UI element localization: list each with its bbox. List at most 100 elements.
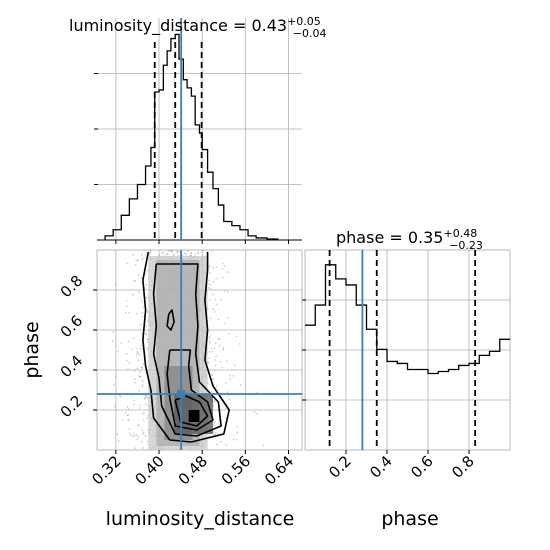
sample-point	[210, 391, 212, 393]
sample-point	[218, 338, 221, 340]
sample-point	[214, 432, 217, 435]
joint-truth-marker	[177, 390, 186, 398]
sample-point	[127, 419, 130, 422]
sample-point	[142, 363, 145, 366]
sample-point	[126, 262, 129, 265]
sample-point	[212, 266, 215, 269]
sample-point	[158, 254, 160, 256]
sample-point	[255, 412, 258, 415]
sample-point	[149, 250, 151, 252]
sample-point	[143, 256, 145, 259]
sample-point	[133, 399, 135, 402]
sample-point	[215, 385, 218, 387]
sample-point	[142, 431, 145, 434]
sample-point	[138, 354, 141, 356]
sample-point	[170, 250, 173, 253]
sample-point	[133, 280, 136, 282]
sample-point	[132, 403, 135, 406]
phase-marginal-panel: 0.2 0.4 0.6 0.8 phase = 0.35+0.48 −0.23 phas…	[302, 227, 511, 530]
sample-point	[136, 367, 139, 370]
sample-point	[120, 395, 122, 398]
ld-xtick-label: 0.48	[175, 452, 211, 488]
phase-xtick-label: 0.8	[448, 452, 478, 482]
sample-point	[221, 366, 223, 369]
sample-point	[232, 374, 235, 377]
sample-point	[210, 374, 213, 376]
contour-line-2	[166, 349, 214, 431]
sample-point	[137, 359, 140, 362]
sample-point	[209, 283, 212, 286]
luminosity-distance-title-prefix: luminosity_distance =	[69, 16, 251, 36]
sample-point	[140, 323, 143, 326]
sample-point	[223, 290, 226, 293]
sample-point	[226, 271, 229, 274]
sample-point	[128, 432, 131, 434]
sample-point	[144, 397, 147, 400]
sample-point	[145, 325, 147, 327]
sample-point	[211, 293, 214, 296]
sample-point	[214, 298, 217, 301]
ld-xtick-label: 0.64	[261, 452, 297, 488]
sample-point	[141, 367, 144, 369]
phase-title-minus: −0.23	[449, 239, 483, 252]
sample-point	[165, 253, 168, 256]
sample-point	[202, 250, 204, 252]
sample-point	[221, 276, 224, 279]
sample-point	[137, 291, 140, 294]
phase-xtick-label: 0.4	[366, 452, 396, 482]
sample-point	[217, 318, 220, 321]
sample-point	[129, 434, 132, 436]
sample-point	[112, 331, 114, 334]
sample-point	[131, 293, 134, 296]
contour-line-0	[142, 251, 230, 443]
sample-point	[197, 252, 200, 255]
sample-point	[134, 381, 137, 384]
sample-point	[262, 444, 265, 447]
sample-point	[215, 443, 218, 446]
sample-point	[213, 399, 216, 402]
luminosity-distance-title-minus: −0.04	[293, 27, 327, 40]
sample-point	[236, 426, 239, 428]
sample-point	[213, 369, 216, 372]
sample-point	[126, 405, 129, 408]
sample-point	[209, 288, 212, 290]
sample-point	[190, 252, 192, 255]
sample-point	[141, 384, 144, 386]
sample-point	[126, 414, 129, 416]
phase-title-plus: +0.48	[443, 227, 477, 240]
sample-point	[141, 253, 143, 256]
sample-point	[134, 369, 137, 372]
sample-point	[134, 378, 136, 381]
sample-point	[186, 250, 189, 252]
sample-point	[118, 395, 121, 397]
sample-point	[167, 250, 170, 252]
phase-ytick-label: 0.2	[57, 392, 87, 422]
sample-point	[136, 312, 138, 315]
contour-line-1	[152, 263, 222, 437]
sample-point	[140, 344, 143, 347]
sample-point	[139, 347, 142, 350]
sample-point	[161, 251, 164, 254]
sample-point	[134, 263, 137, 266]
sample-point	[210, 347, 213, 350]
sample-point	[125, 359, 128, 362]
sample-point	[122, 419, 125, 422]
phase-ytick-label: 0.8	[57, 272, 87, 302]
sample-point	[209, 265, 211, 268]
sample-point	[130, 348, 133, 351]
ld-xtick-label: 0.56	[218, 452, 254, 488]
sample-point	[134, 447, 136, 450]
sample-point	[117, 440, 120, 442]
sample-point	[211, 251, 214, 253]
sample-point	[236, 431, 239, 434]
sample-point	[137, 259, 139, 262]
sample-point	[137, 424, 140, 427]
sample-point	[146, 449, 149, 450]
sample-point	[145, 283, 148, 286]
sample-point	[120, 342, 123, 344]
sample-point	[213, 433, 216, 436]
sample-point	[208, 357, 211, 360]
sample-point	[225, 382, 227, 384]
sample-point	[111, 340, 114, 343]
sample-point	[127, 368, 129, 371]
